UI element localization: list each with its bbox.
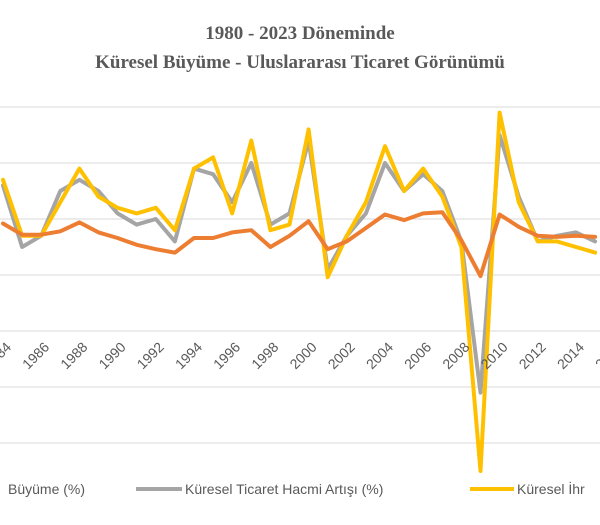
chart-title-line-1: 1980 - 2023 Döneminde: [205, 23, 394, 44]
x-tick-label: 2014: [554, 339, 587, 372]
legend-label-trade-volume: Küresel Ticaret Hacmi Artışı (%): [185, 481, 383, 497]
x-tick-label: 2000: [286, 339, 319, 372]
x-tick-label: 2012: [516, 339, 549, 372]
series-exports-line: [1, 110, 598, 473]
x-tick-label: 1992: [134, 339, 167, 372]
x-tick-label: 1998: [248, 339, 281, 372]
series-growth-line: [1, 210, 598, 279]
legend: Büyüme (%) Küresel Ticaret Hacmi Artışı …: [8, 480, 585, 497]
x-tick-label: 2016: [592, 339, 600, 372]
series-lines: [1, 110, 598, 473]
x-tick-label: 1990: [95, 339, 128, 372]
x-tick-label: 2004: [363, 339, 396, 372]
x-tick-label: 1988: [57, 339, 90, 372]
x-tick-label: 2006: [401, 339, 434, 372]
chart-title-line-2: Küresel Büyüme - Uluslararası Ticaret Gö…: [95, 52, 505, 73]
x-axis-tick-labels: 1984 1986 1988 1990 1992 1994 1996 1998 2000 2002…: [0, 339, 600, 372]
x-tick-label: 1986: [19, 339, 52, 372]
legend-label-growth: Büyüme (%): [8, 481, 85, 497]
legend-label-exports: Küresel İhr: [517, 480, 585, 497]
x-tick-label: 1996: [210, 339, 243, 372]
x-tick-label: 1984: [0, 339, 14, 372]
x-tick-label: 1994: [172, 339, 205, 372]
x-tick-label: 2002: [325, 339, 358, 372]
